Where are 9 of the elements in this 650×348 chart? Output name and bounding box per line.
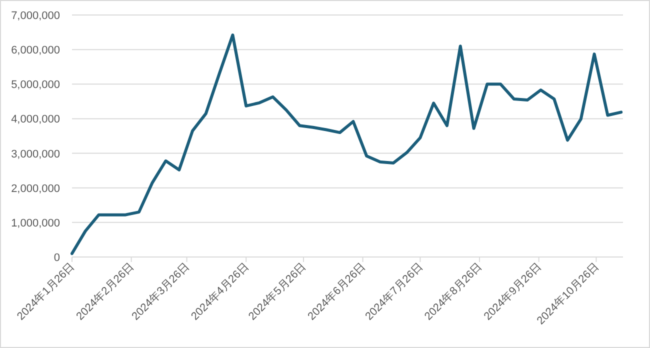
y-tick-label: 0 <box>54 252 60 264</box>
y-tick-label: 5,000,000 <box>11 79 60 92</box>
y-tick-label: 6,000,000 <box>11 44 60 57</box>
y-tick-label: 7,000,000 <box>11 10 60 22</box>
y-tick-label: 4,000,000 <box>11 114 60 126</box>
y-tick-label: 1,000,000 <box>11 217 60 230</box>
line-series <box>70 34 623 256</box>
y-tick-label: 2,000,000 <box>11 182 60 195</box>
y-tick-label: 3,000,000 <box>11 148 60 160</box>
